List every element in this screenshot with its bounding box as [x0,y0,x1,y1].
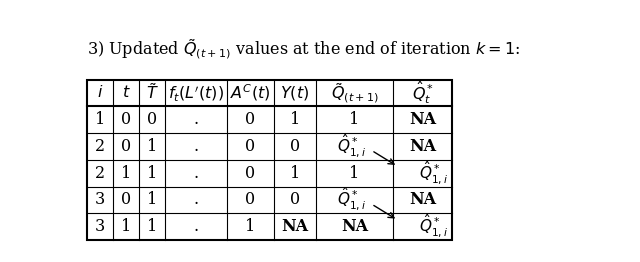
Text: 0: 0 [245,138,255,155]
Text: 0: 0 [121,111,131,128]
Text: NA: NA [341,218,368,235]
Text: 0: 0 [290,138,300,155]
Text: NA: NA [409,192,436,209]
Text: 2: 2 [95,165,106,182]
Text: 3: 3 [95,218,106,235]
Text: 3) Updated $\tilde{Q}_{(t+1)}$ values at the end of iteration $k=1$:: 3) Updated $\tilde{Q}_{(t+1)}$ values at… [88,37,520,61]
Text: $f_t(L'(t))$: $f_t(L'(t))$ [168,83,224,103]
Text: $\hat{Q}_{1,i}^*$: $\hat{Q}_{1,i}^*$ [419,213,448,240]
Text: 0: 0 [245,111,255,128]
Text: NA: NA [409,111,436,128]
Text: 0: 0 [147,111,157,128]
Text: 1: 1 [121,218,131,235]
Text: 0: 0 [290,192,300,209]
Text: .: . [193,192,198,209]
Text: $\hat{Q}_{1,i}^*$: $\hat{Q}_{1,i}^*$ [419,160,448,187]
Bar [88,80,452,240]
Text: 1: 1 [147,192,157,209]
Text: $Y(t)$: $Y(t)$ [280,84,310,102]
Text: $t$: $t$ [122,84,131,101]
Text: NA: NA [409,138,436,155]
Text: 1: 1 [147,165,157,182]
Text: 1: 1 [121,165,131,182]
Text: NA: NA [282,218,308,235]
Text: .: . [193,165,198,182]
Text: 1: 1 [290,165,300,182]
Text: $i$: $i$ [97,84,104,101]
Text: 1: 1 [349,111,360,128]
Text: 0: 0 [245,165,255,182]
Text: .: . [193,218,198,235]
Text: $\tilde{Q}_{(t+1)}$: $\tilde{Q}_{(t+1)}$ [331,81,378,105]
Text: 1: 1 [245,218,255,235]
Text: 2: 2 [95,138,106,155]
Text: $\hat{Q}_{1,i}^*$: $\hat{Q}_{1,i}^*$ [337,187,367,214]
Text: 0: 0 [121,138,131,155]
Text: 1: 1 [349,165,360,182]
Text: $\tilde{T}$: $\tilde{T}$ [145,83,158,103]
Text: $\hat{Q}_{1,i}^*$: $\hat{Q}_{1,i}^*$ [337,133,367,160]
Text: 1: 1 [95,111,106,128]
Text: 3: 3 [95,192,106,209]
Text: 0: 0 [121,192,131,209]
Text: $A^C(t)$: $A^C(t)$ [230,83,271,103]
Text: 1: 1 [147,138,157,155]
Text: 1: 1 [290,111,300,128]
Text: 0: 0 [245,192,255,209]
Text: .: . [193,138,198,155]
Text: $\hat{Q}_t^*$: $\hat{Q}_t^*$ [412,80,434,106]
Text: 1: 1 [147,218,157,235]
Text: .: . [193,111,198,128]
